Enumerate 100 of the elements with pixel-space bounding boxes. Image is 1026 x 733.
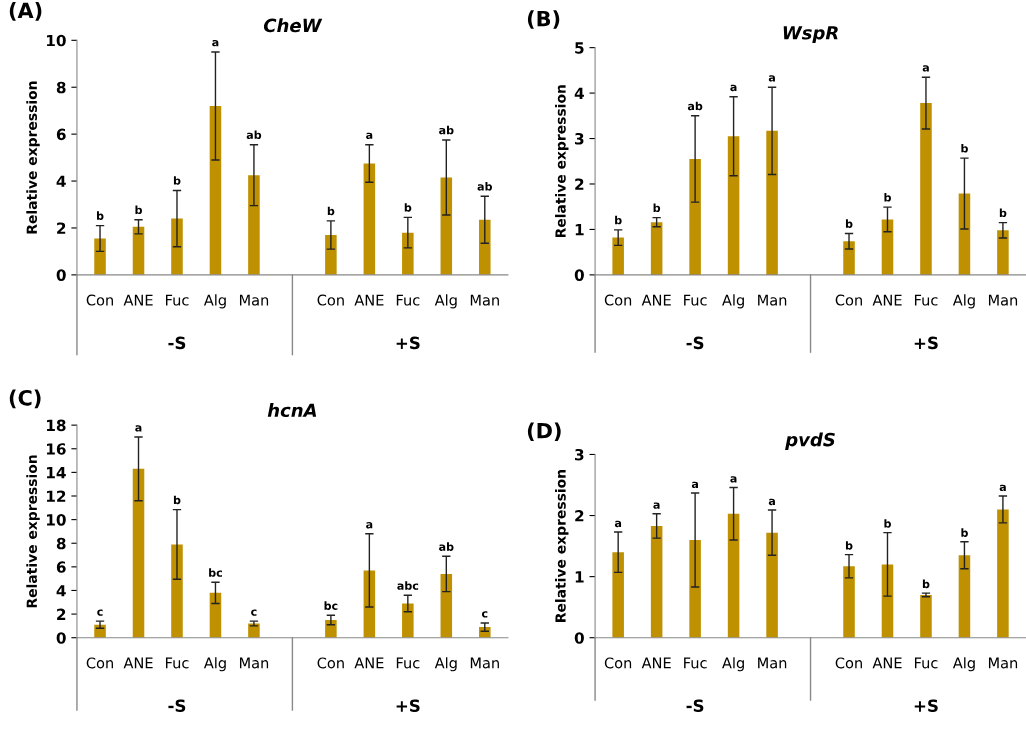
bar: [132, 468, 145, 638]
bar: [958, 193, 971, 275]
text: +S: [914, 699, 938, 712]
x-tick-label: Man: [470, 294, 499, 306]
x-tick-label: Con: [604, 657, 632, 669]
text: +S: [914, 336, 938, 350]
y-tick-label: 2: [575, 178, 584, 190]
x-tick-label: ANE: [872, 294, 902, 306]
x-tick-label: Alg: [952, 657, 975, 672]
x-tick-label: ANE: [354, 294, 384, 306]
bar: [325, 235, 337, 275]
text: (B): [527, 10, 560, 29]
annotation: abc: [397, 581, 419, 590]
annotation: a: [135, 425, 142, 432]
y-tick-label: 8: [56, 537, 66, 550]
annotation: ab: [439, 125, 454, 135]
annotation: a: [730, 84, 737, 92]
chart-title: WspR: [783, 26, 838, 44]
annotation: c: [481, 611, 488, 618]
bar: [997, 230, 1009, 275]
annotation: a: [922, 65, 929, 72]
y-tick-label: 0: [56, 632, 66, 644]
y-tick-label: 18: [47, 419, 66, 432]
bar: [363, 570, 376, 638]
y-tick-label: 5: [575, 42, 584, 54]
x-tick-label: Alg: [203, 657, 226, 672]
y-tick-label: 3: [575, 448, 584, 461]
bar: [766, 532, 778, 638]
y-tick-label: 10: [47, 34, 66, 47]
bar: [209, 592, 222, 638]
bar: [132, 226, 145, 275]
annotation: a: [366, 522, 373, 529]
x-tick-label: Man: [470, 657, 499, 669]
x-tick-label: Alg: [434, 657, 457, 672]
annotation: b: [845, 219, 853, 228]
bar: [766, 130, 778, 275]
bar: [94, 238, 106, 275]
x-tick-label: Fuc: [684, 294, 707, 306]
x-tick-label: ANE: [641, 657, 671, 669]
y-tick-label: 16: [47, 443, 66, 455]
y-tick-label: 3: [575, 133, 584, 145]
text: +S: [396, 336, 420, 350]
bar: [689, 158, 701, 275]
x-tick-label: Fuc: [165, 294, 189, 306]
x-tick-label: Man: [239, 294, 269, 306]
y-tick-label: 10: [47, 514, 66, 526]
y-axis-title: Relative expression: [26, 81, 40, 234]
annotation: b: [961, 143, 968, 153]
annotation: a: [614, 520, 622, 528]
bar: [958, 555, 971, 638]
bar: [402, 603, 414, 638]
annotation: a: [730, 476, 737, 483]
x-tick-label: Fuc: [165, 657, 189, 669]
x-tick-label: ANE: [872, 657, 902, 669]
y-tick-label: 2: [57, 222, 66, 234]
x-tick-label: Con: [835, 294, 862, 306]
chart-title: CheW: [263, 18, 323, 33]
bar: [209, 105, 222, 275]
bar: [650, 525, 663, 638]
bar: [843, 241, 855, 275]
annotation: b: [173, 176, 181, 185]
text: (D): [527, 422, 561, 441]
bar: [612, 552, 624, 638]
x-tick-label: Fuc: [684, 657, 707, 669]
y-tick-label: 6: [56, 561, 66, 573]
annotation: a: [366, 132, 373, 140]
bar: [689, 539, 701, 638]
annotation: a: [212, 39, 219, 47]
x-tick-label: Fuc: [914, 657, 938, 669]
y-tick-label: 2: [575, 510, 584, 522]
bar: [248, 175, 260, 275]
y-tick-label: 6: [56, 128, 66, 141]
annotation: b: [961, 528, 968, 537]
annotation: ab: [477, 182, 493, 191]
x-tick-label: Con: [86, 657, 113, 669]
y-axis-title: Relative expression: [26, 455, 40, 608]
x-tick-label: Man: [758, 657, 787, 669]
x-tick-label: Fuc: [914, 294, 938, 306]
x-tick-label: Fuc: [396, 657, 420, 669]
annotation: a: [999, 484, 1006, 492]
chart-title: pvdS: [785, 432, 835, 450]
annotation: b: [845, 541, 853, 550]
annotation: b: [922, 579, 930, 589]
annotation: b: [327, 206, 335, 216]
x-tick-label: Alg: [722, 294, 744, 309]
y-tick-label: 4: [56, 175, 66, 187]
annotation: b: [999, 208, 1007, 218]
text: +S: [396, 699, 420, 712]
annotation: b: [884, 519, 891, 528]
annotation: b: [404, 203, 412, 212]
x-tick-label: ANE: [354, 657, 384, 669]
x-tick-label: Con: [604, 294, 632, 306]
annotation: a: [768, 498, 775, 506]
y-tick-label: 2: [57, 608, 66, 620]
annotation: bc: [324, 601, 338, 610]
y-tick-label: 14: [47, 467, 66, 479]
x-tick-label: Man: [758, 294, 787, 306]
annotation: ab: [687, 101, 703, 111]
x-tick-label: Con: [317, 294, 344, 306]
annotation: c: [97, 609, 103, 616]
